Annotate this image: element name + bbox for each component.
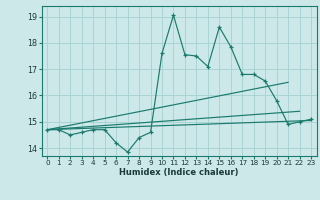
X-axis label: Humidex (Indice chaleur): Humidex (Indice chaleur) [119,168,239,177]
